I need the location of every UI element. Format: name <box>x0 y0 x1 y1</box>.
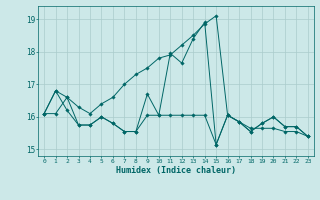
X-axis label: Humidex (Indice chaleur): Humidex (Indice chaleur) <box>116 166 236 175</box>
